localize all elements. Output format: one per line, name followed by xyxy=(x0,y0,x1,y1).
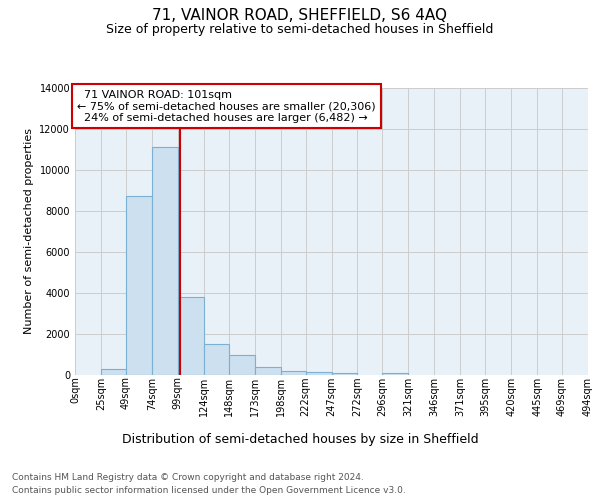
Bar xyxy=(229,356,254,375)
Text: Size of property relative to semi-detached houses in Sheffield: Size of property relative to semi-detach… xyxy=(106,22,494,36)
Bar xyxy=(204,344,229,375)
Text: 71 VAINOR ROAD: 101sqm  
← 75% of semi-detached houses are smaller (20,306)
  24: 71 VAINOR ROAD: 101sqm ← 75% of semi-det… xyxy=(77,90,376,123)
Bar xyxy=(305,372,331,375)
Bar xyxy=(281,371,305,375)
Bar xyxy=(126,196,152,375)
Text: Contains public sector information licensed under the Open Government Licence v3: Contains public sector information licen… xyxy=(12,486,406,495)
Bar xyxy=(152,147,178,375)
Y-axis label: Number of semi-detached properties: Number of semi-detached properties xyxy=(24,128,34,334)
Bar xyxy=(254,367,281,375)
Bar xyxy=(382,373,409,375)
Text: 71, VAINOR ROAD, SHEFFIELD, S6 4AQ: 71, VAINOR ROAD, SHEFFIELD, S6 4AQ xyxy=(152,8,448,22)
Text: Distribution of semi-detached houses by size in Sheffield: Distribution of semi-detached houses by … xyxy=(122,432,478,446)
Bar xyxy=(178,297,204,375)
Text: Contains HM Land Registry data © Crown copyright and database right 2024.: Contains HM Land Registry data © Crown c… xyxy=(12,472,364,482)
Bar xyxy=(331,373,358,375)
Bar xyxy=(101,369,126,375)
